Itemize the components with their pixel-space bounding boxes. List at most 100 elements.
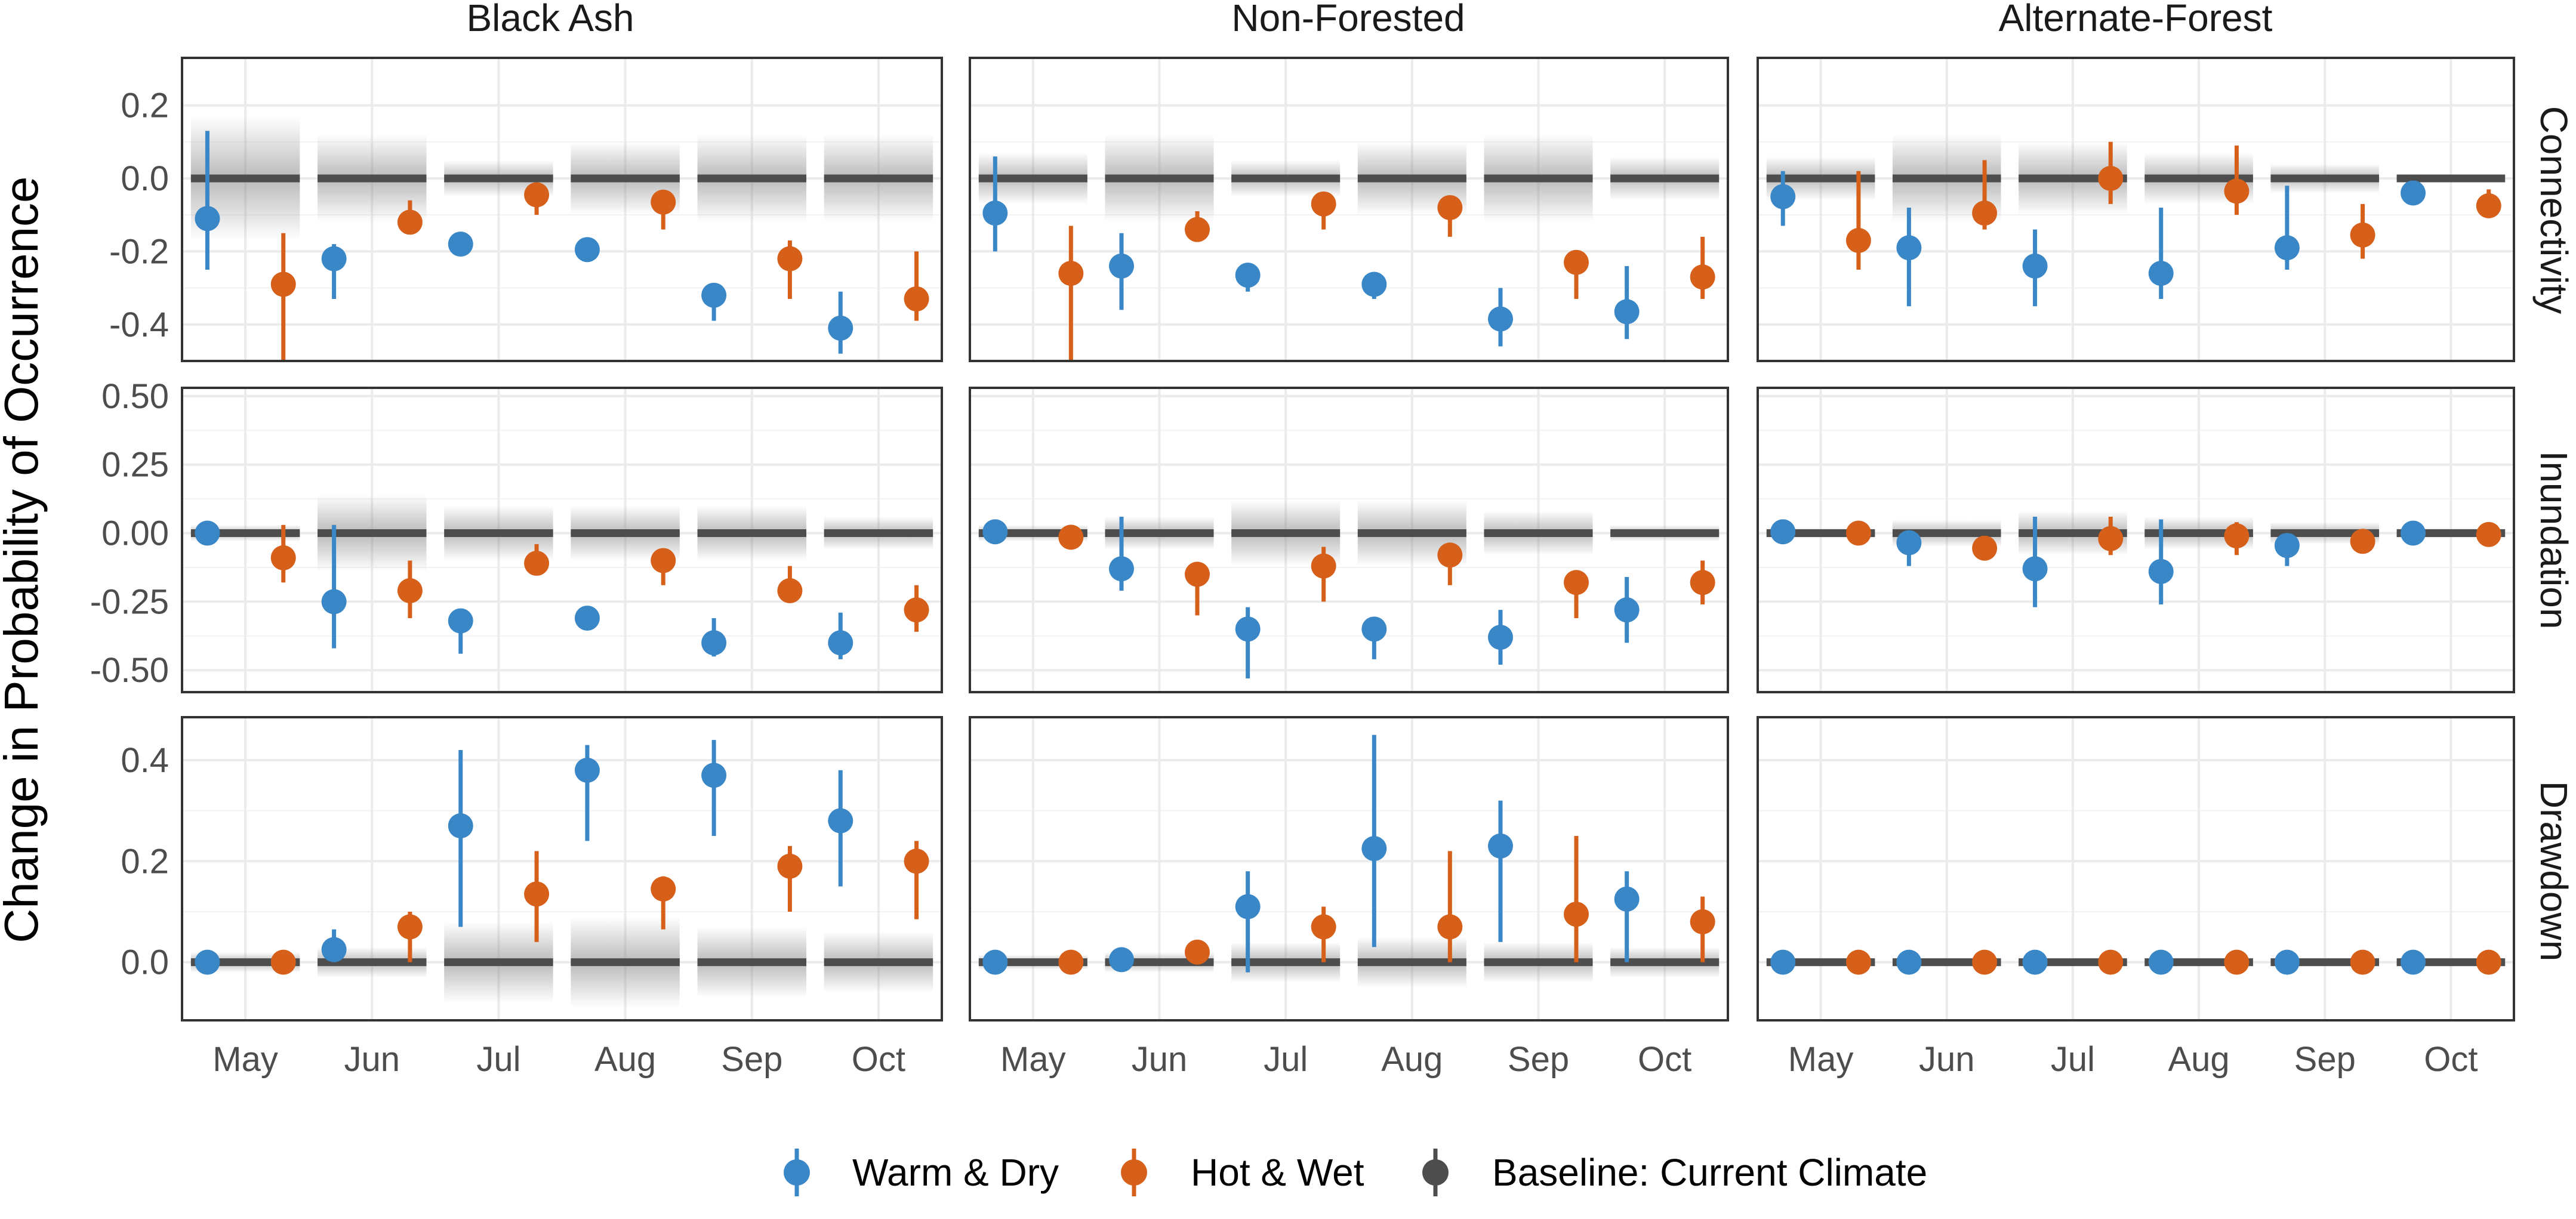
warm-point [982, 200, 1008, 226]
warm-point [1109, 556, 1134, 582]
y-tick-label: 0.4 [121, 741, 169, 780]
y-tick-label: -0.25 [90, 582, 169, 621]
legend-key-warm-dot [784, 1159, 810, 1186]
hot-point [2098, 526, 2124, 551]
y-tick-label: 0.2 [121, 842, 169, 881]
panel: 0.4 0.2 0.0 [121, 716, 943, 1022]
warm-point [2401, 949, 2426, 975]
hot-point [1311, 553, 1336, 579]
hot-point [1845, 520, 1871, 546]
row-strip-label: Drawdown [2532, 781, 2575, 961]
y-tick-label: -0.4 [109, 305, 169, 344]
panel [969, 716, 1729, 1022]
hot-point [1972, 535, 1998, 561]
warm-point [1770, 519, 1796, 545]
warm-point [1235, 616, 1261, 642]
hot-point [2224, 949, 2250, 975]
hot-point [1185, 561, 1210, 587]
warm-point [2022, 949, 2048, 975]
warm-point [195, 949, 220, 975]
hot-point [524, 182, 550, 208]
hot-point [1564, 570, 1589, 595]
x-tick-label: Aug [1381, 1040, 1443, 1079]
hot-point [397, 914, 423, 940]
warm-point [1361, 616, 1387, 642]
warm-point [2148, 949, 2174, 975]
legend-key-hot-dot [1121, 1159, 1147, 1186]
panel-border [969, 57, 1729, 362]
panel [1757, 387, 2515, 693]
warm-point [2274, 235, 2300, 261]
legend-item-baseline: Baseline: Current Climate [1422, 1149, 1927, 1196]
warm-point [982, 949, 1008, 975]
panel-grid: 0.20.0-0.2-0.40.500.250.00-0.25-0.500.40… [90, 57, 2515, 1022]
warm-point [1770, 184, 1796, 209]
y-tick-label: 0.50 [101, 377, 169, 416]
column-strip-label: Non-Forested [1231, 0, 1465, 39]
hot-point [651, 548, 676, 573]
warm-point [2148, 261, 2174, 286]
panel [1757, 57, 2515, 362]
warm-point [321, 246, 347, 271]
warm-point [828, 630, 853, 656]
y-tick-label: 0.0 [121, 159, 169, 198]
hot-point [777, 578, 803, 603]
column-strip-label: Alternate-Forest [1999, 0, 2273, 39]
panel-border [181, 387, 943, 693]
x-tick-label: Jun [1132, 1040, 1188, 1079]
warm-point [701, 763, 727, 788]
warm-point [1896, 530, 1922, 556]
x-tick-label: May [1000, 1040, 1066, 1079]
warm-point [448, 608, 473, 634]
hot-point [397, 209, 423, 235]
panel [1757, 716, 2515, 1022]
x-tick-label: Oct [1638, 1040, 1691, 1079]
panel: 0.2 0.0 -0.2 -0.4 [109, 57, 943, 362]
warm-point [321, 589, 347, 615]
hot-point [2350, 529, 2375, 554]
x-tick-label: Aug [594, 1040, 656, 1079]
hot-point [1311, 191, 1336, 217]
warm-point [2401, 180, 2426, 206]
warm-point [321, 937, 347, 962]
facet-strips: Black Ash Non-Forested Alternate-Forest … [466, 0, 2575, 961]
hot-point [1845, 228, 1871, 254]
x-tick-label: May [1788, 1040, 1854, 1079]
panel-border [969, 716, 1729, 1022]
panel-border [969, 387, 1729, 693]
hot-point [1058, 524, 1084, 550]
panel [969, 387, 1729, 693]
hot-point [270, 949, 296, 975]
row-strip-label: Connectivity [2532, 106, 2575, 314]
warm-point [1896, 235, 1922, 261]
hot-point [651, 189, 676, 215]
hot-point [1564, 249, 1589, 275]
hot-point [1058, 261, 1084, 286]
panel-border [181, 716, 943, 1022]
x-tick-label: Sep [2294, 1040, 2356, 1079]
warm-point [1614, 597, 1640, 623]
hot-point [904, 286, 929, 311]
hot-point [904, 848, 929, 874]
warm-point [195, 520, 220, 546]
warm-point [1109, 253, 1134, 279]
warm-point [1235, 263, 1261, 288]
warm-point [828, 315, 853, 341]
legend: Warm & Dry Hot & Wet Baseline: Current C… [784, 1149, 1927, 1196]
hot-point [2350, 949, 2375, 975]
panel-border [1757, 387, 2515, 693]
hot-point [904, 597, 929, 623]
warm-point [574, 757, 600, 783]
hot-point [1972, 200, 1998, 226]
warm-point [1488, 625, 1513, 650]
panel: 0.50 0.25 0.00 -0.25 -0.50 [90, 377, 943, 693]
y-axis-title: Change in Probability of Occurrence [0, 176, 48, 943]
warm-point [2401, 520, 2426, 546]
y-tick-label: -0.50 [90, 651, 169, 690]
warm-point [1488, 306, 1513, 332]
warm-point [1235, 894, 1261, 919]
x-tick-label: Aug [2168, 1040, 2229, 1079]
warm-point [1109, 947, 1134, 973]
panel-border [1757, 716, 2515, 1022]
